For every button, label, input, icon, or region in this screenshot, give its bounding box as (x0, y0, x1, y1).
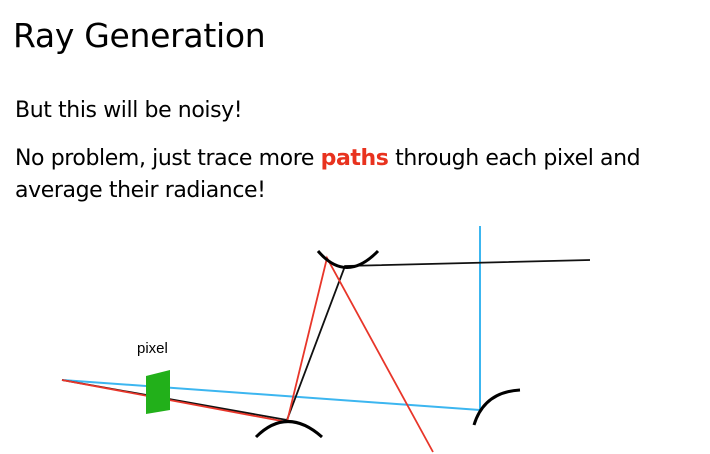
right-surface-arc (472, 388, 521, 426)
bottom-surface-arc (254, 420, 323, 439)
red-ray-path (61, 255, 434, 453)
highlight-paths: paths (320, 146, 389, 171)
bullet-text-after: through each pixel and (388, 146, 641, 171)
top-surface-arc (316, 249, 380, 269)
bullet-average-radiance: average their radiance! (15, 178, 266, 203)
bullet-noisy: But this will be noisy! (15, 98, 243, 123)
bullet-trace-more-paths: No problem, just trace more paths throug… (15, 143, 641, 175)
pixel-label: pixel (137, 340, 168, 357)
pixel-square (146, 370, 170, 414)
blue-ray (61, 379, 481, 411)
black-ray-path (61, 259, 591, 422)
slide-title: Ray Generation (13, 16, 266, 55)
bullet-text-before: No problem, just trace more (15, 146, 321, 171)
